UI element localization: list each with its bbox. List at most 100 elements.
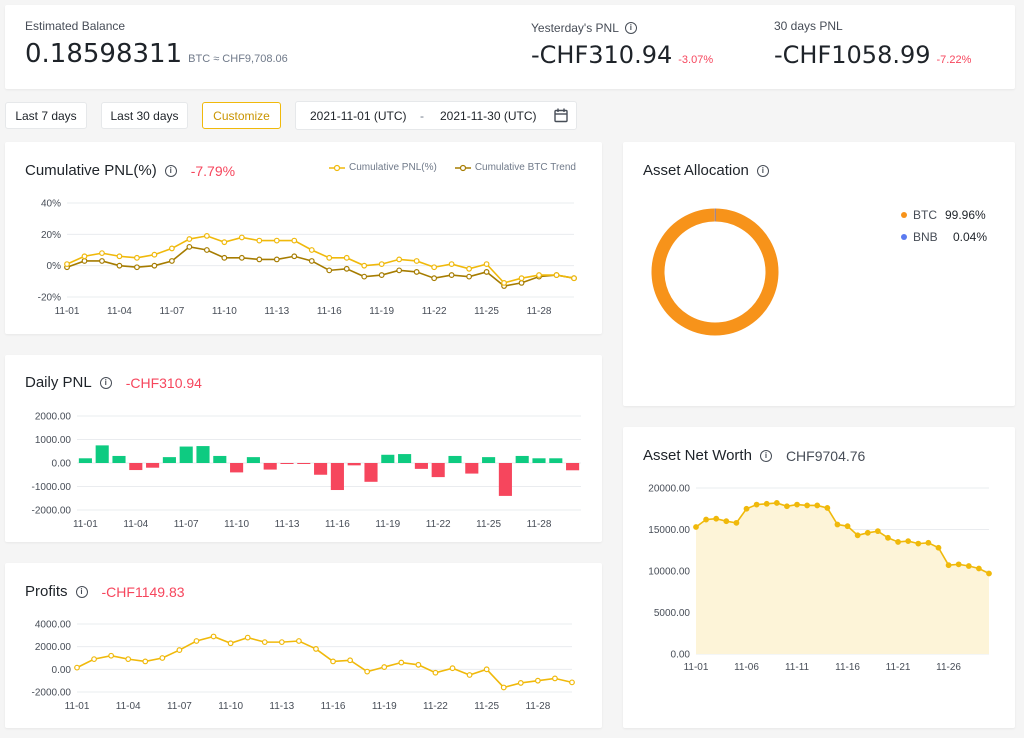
x-tick-label: 11-11 [785,662,810,673]
x-tick-label: 11-04 [123,519,148,530]
data-point [142,658,149,665]
data-point [844,523,851,530]
info-icon[interactable]: i [759,449,772,462]
data-point [378,272,385,278]
x-tick-label: 11-01 [684,662,709,673]
data-point [713,515,720,522]
daily-pnl-bar [314,463,328,475]
data-point [834,521,841,528]
btc-color-dot [901,212,907,218]
info-icon[interactable]: i [164,164,177,177]
x-tick-label: 11-25 [476,519,501,530]
data-point [483,261,490,267]
daily-pnl-bar [465,463,479,474]
x-tick-label: 11-26 [936,662,961,673]
data-point [364,668,371,675]
data-point [116,253,123,260]
daily-pnl-bar [448,455,462,463]
daily-pnl-title: Daily PNL [25,374,92,391]
data-point [256,237,263,244]
daily-pnl-bar [532,458,546,463]
info-icon[interactable]: i [75,585,88,598]
allocation-legend: BTC 99.96% BNB 0.04% [901,204,987,248]
cumulative-pnl-chart[interactable]: 40% 20% 0% -20% 11-01 11-04 11-07 11-10 11-13 11-… [5,142,602,334]
data-point [238,254,245,261]
x-tick-label: 11-04 [116,701,141,712]
data-point [763,500,770,507]
y-tick-label: 1000.00 [35,435,72,446]
data-point [864,529,871,536]
legend-label: Cumulative BTC Trend [474,162,576,173]
data-point [814,502,821,509]
data-point [874,528,881,535]
data-point [134,264,140,271]
y-tick-label: 0% [47,261,62,272]
x-tick-label: 11-13 [269,701,294,712]
date-range-picker[interactable]: 2021-11-01 (UTC) - 2021-11-30 (UTC) [295,101,577,130]
date-from[interactable]: 2021-11-01 (UTC) [310,108,407,123]
info-icon[interactable]: i [99,376,112,389]
balance-unit: BTC ≈ CHF9,708.06 [188,53,288,65]
date-separator: - [420,108,424,123]
asset-net-worth-chart[interactable]: 20000.00 15000.00 10000.00 5000.00 0.0011-01… [623,427,1015,728]
data-point [116,262,123,269]
calendar-icon[interactable] [554,108,568,126]
daily-pnl-bar [162,457,176,463]
allocation-item-bnb[interactable]: BNB 0.04% [901,226,987,248]
date-to[interactable]: 2021-11-30 (UTC) [440,108,537,123]
asset-net-worth-header: Asset Net Worth i CHF9704.76 [643,447,865,464]
profits-chart[interactable]: 4000.00 2000.00 0.00 -2000.00 11-01 11-04 11-0… [5,563,602,728]
asset-allocation-title: Asset Allocation [643,162,749,179]
y-tick-label: 0.00 [52,665,72,676]
x-tick-label: 11-16 [321,701,346,712]
y-tick-label: -1000.00 [32,482,72,493]
info-icon[interactable]: i [624,22,637,34]
data-point [448,272,455,278]
daily-pnl-bar [566,463,580,471]
daily-pnl-bar [482,457,496,463]
x-tick-label: 11-01 [65,701,90,712]
allocation-pct: 0.04% [953,230,988,244]
legend-label: Cumulative PNL(%) [349,162,437,173]
yesterday-pnl-label: Yesterday's PNL [531,21,619,35]
x-tick-label: 11-22 [422,306,447,317]
customize-button[interactable]: Customize [202,102,281,129]
x-tick-label: 11-16 [835,662,860,673]
data-point [378,261,385,267]
legend-item-cumulative-pnl[interactable]: Cumulative PNL(%) [329,162,437,173]
asset-allocation-donut[interactable] [645,202,785,342]
data-point [361,273,368,280]
profits-value: -CHF1149.83 [101,583,185,600]
data-point [398,659,405,666]
data-point [238,234,245,241]
data-point [91,656,97,663]
data-point [483,666,490,673]
legend-item-btc-trend[interactable]: Cumulative BTC Trend [454,162,576,173]
asset-net-worth-card: Asset Net Worth i CHF9704.76 20000.00 150… [623,427,1015,728]
data-point [256,256,263,263]
data-point [159,655,166,661]
data-point [571,275,577,282]
last-7-days-button[interactable]: Last 7 days [5,102,87,129]
data-point [176,647,183,653]
daily-pnl-bar [347,463,361,466]
data-point [794,501,800,508]
data-point [431,264,438,271]
data-point [308,258,315,264]
y-tick-label: 20000.00 [648,484,690,495]
data-point [517,680,524,686]
data-point [186,243,193,250]
allocation-item-btc[interactable]: BTC 99.96% [901,204,987,226]
data-point [483,269,490,275]
info-icon[interactable]: i [756,164,769,177]
daily-pnl-bar [196,446,210,463]
x-tick-label: 11-19 [375,519,400,530]
x-tick-label: 11-28 [525,701,550,712]
last-30-days-button[interactable]: Last 30 days [101,102,188,129]
data-point [518,279,525,286]
x-tick-label: 11-25 [474,306,499,317]
data-point [986,570,992,577]
data-point [295,638,302,644]
daily-pnl-bar [112,455,126,463]
